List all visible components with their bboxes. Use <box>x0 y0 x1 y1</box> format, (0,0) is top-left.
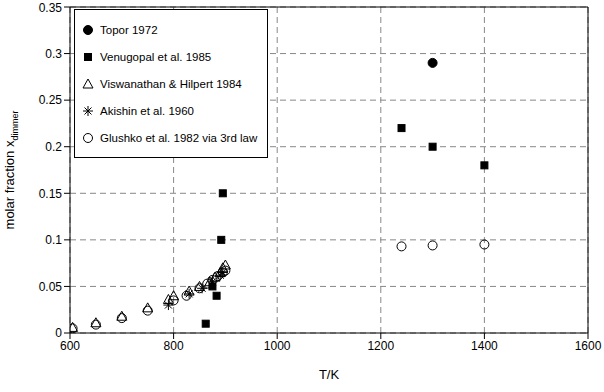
svg-text:0.25: 0.25 <box>39 93 63 107</box>
html-text:Viswanathan & Hilpert 1984: Viswanathan & Hilpert 1984 <box>100 77 242 90</box>
svg-text:0.3: 0.3 <box>45 47 62 61</box>
svg-text:1600: 1600 <box>575 339 596 353</box>
svg-text:0.35: 0.35 <box>39 1 63 15</box>
html-text:Topor 1972: Topor 1972 <box>100 23 158 36</box>
svg-text:0.2: 0.2 <box>45 140 62 154</box>
svg-text:0: 0 <box>55 326 62 340</box>
html-text:Akishin et al. 1960: Akishin et al. 1960 <box>100 104 194 117</box>
svg-text:T/K: T/K <box>319 367 340 382</box>
svg-text:800: 800 <box>164 339 184 353</box>
svg-text:1000: 1000 <box>264 339 291 353</box>
svg-text:0.05: 0.05 <box>39 280 63 294</box>
svg-text:600: 600 <box>60 339 80 353</box>
svg-text:1400: 1400 <box>471 339 498 353</box>
svg-text:0.15: 0.15 <box>39 187 63 201</box>
html-text:Glushko et al. 1982 via 3rd la: Glushko et al. 1982 via 3rd law <box>100 131 258 144</box>
html-text:Venugopal et al. 1985: Venugopal et al. 1985 <box>100 50 212 63</box>
svg-text:molar fraction xdimmer: molar fraction xdimmer <box>8 111 20 230</box>
svg-text:0.1: 0.1 <box>45 233 62 247</box>
svg-text:1200: 1200 <box>367 339 394 353</box>
